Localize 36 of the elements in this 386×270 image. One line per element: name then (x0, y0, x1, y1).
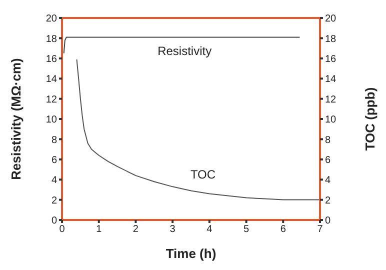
x-tick-label: 5 (244, 224, 250, 236)
y2-tick-label: 0 (325, 216, 331, 227)
series-label: TOC (190, 168, 216, 182)
y-tick-label: 18 (46, 34, 58, 45)
x-tick-label: 3 (170, 224, 176, 236)
y2-tick-label: 16 (325, 54, 337, 65)
y-tick-label: 6 (51, 154, 58, 166)
y2-tick-label: 20 (325, 14, 337, 25)
line-series (76, 58, 320, 200)
y2-tick-label: 6 (325, 154, 331, 166)
y-tick-label: 4 (51, 175, 58, 186)
y2-tick-label: 10 (325, 114, 337, 126)
y-tick-label: 16 (46, 54, 58, 65)
y-tick-label: 14 (46, 74, 58, 86)
y-tick-label: 12 (46, 94, 58, 106)
x-tick-label: 1 (96, 224, 102, 236)
x-axis-title: Time (h) (166, 246, 216, 261)
y-tick-label: 10 (46, 114, 58, 126)
y2-tick-label: 4 (325, 175, 331, 186)
y2-tick-label: 14 (325, 74, 337, 86)
y-tick-label: 2 (51, 195, 58, 206)
y-tick-label: 20 (46, 14, 58, 25)
y2-axis-title: TOC (ppb) (362, 87, 378, 151)
x-tick-label: 6 (280, 224, 286, 236)
y2-tick-label: 2 (325, 195, 331, 206)
y2-tick-label: 8 (325, 134, 331, 146)
y-tick-label: 8 (51, 134, 58, 146)
x-tick-label: 7 (317, 224, 324, 236)
y-tick-label: 0 (51, 216, 58, 227)
y2-tick-label: 18 (325, 34, 337, 45)
x-tick-label: 0 (59, 224, 66, 236)
x-tick-label: 2 (132, 224, 139, 236)
y-axis-title: Resistivity (MΩ·cm) (8, 58, 24, 180)
x-tick-label: 4 (206, 224, 213, 236)
y2-tick-label: 12 (325, 94, 337, 106)
series-label: Resistivity (158, 44, 212, 58)
